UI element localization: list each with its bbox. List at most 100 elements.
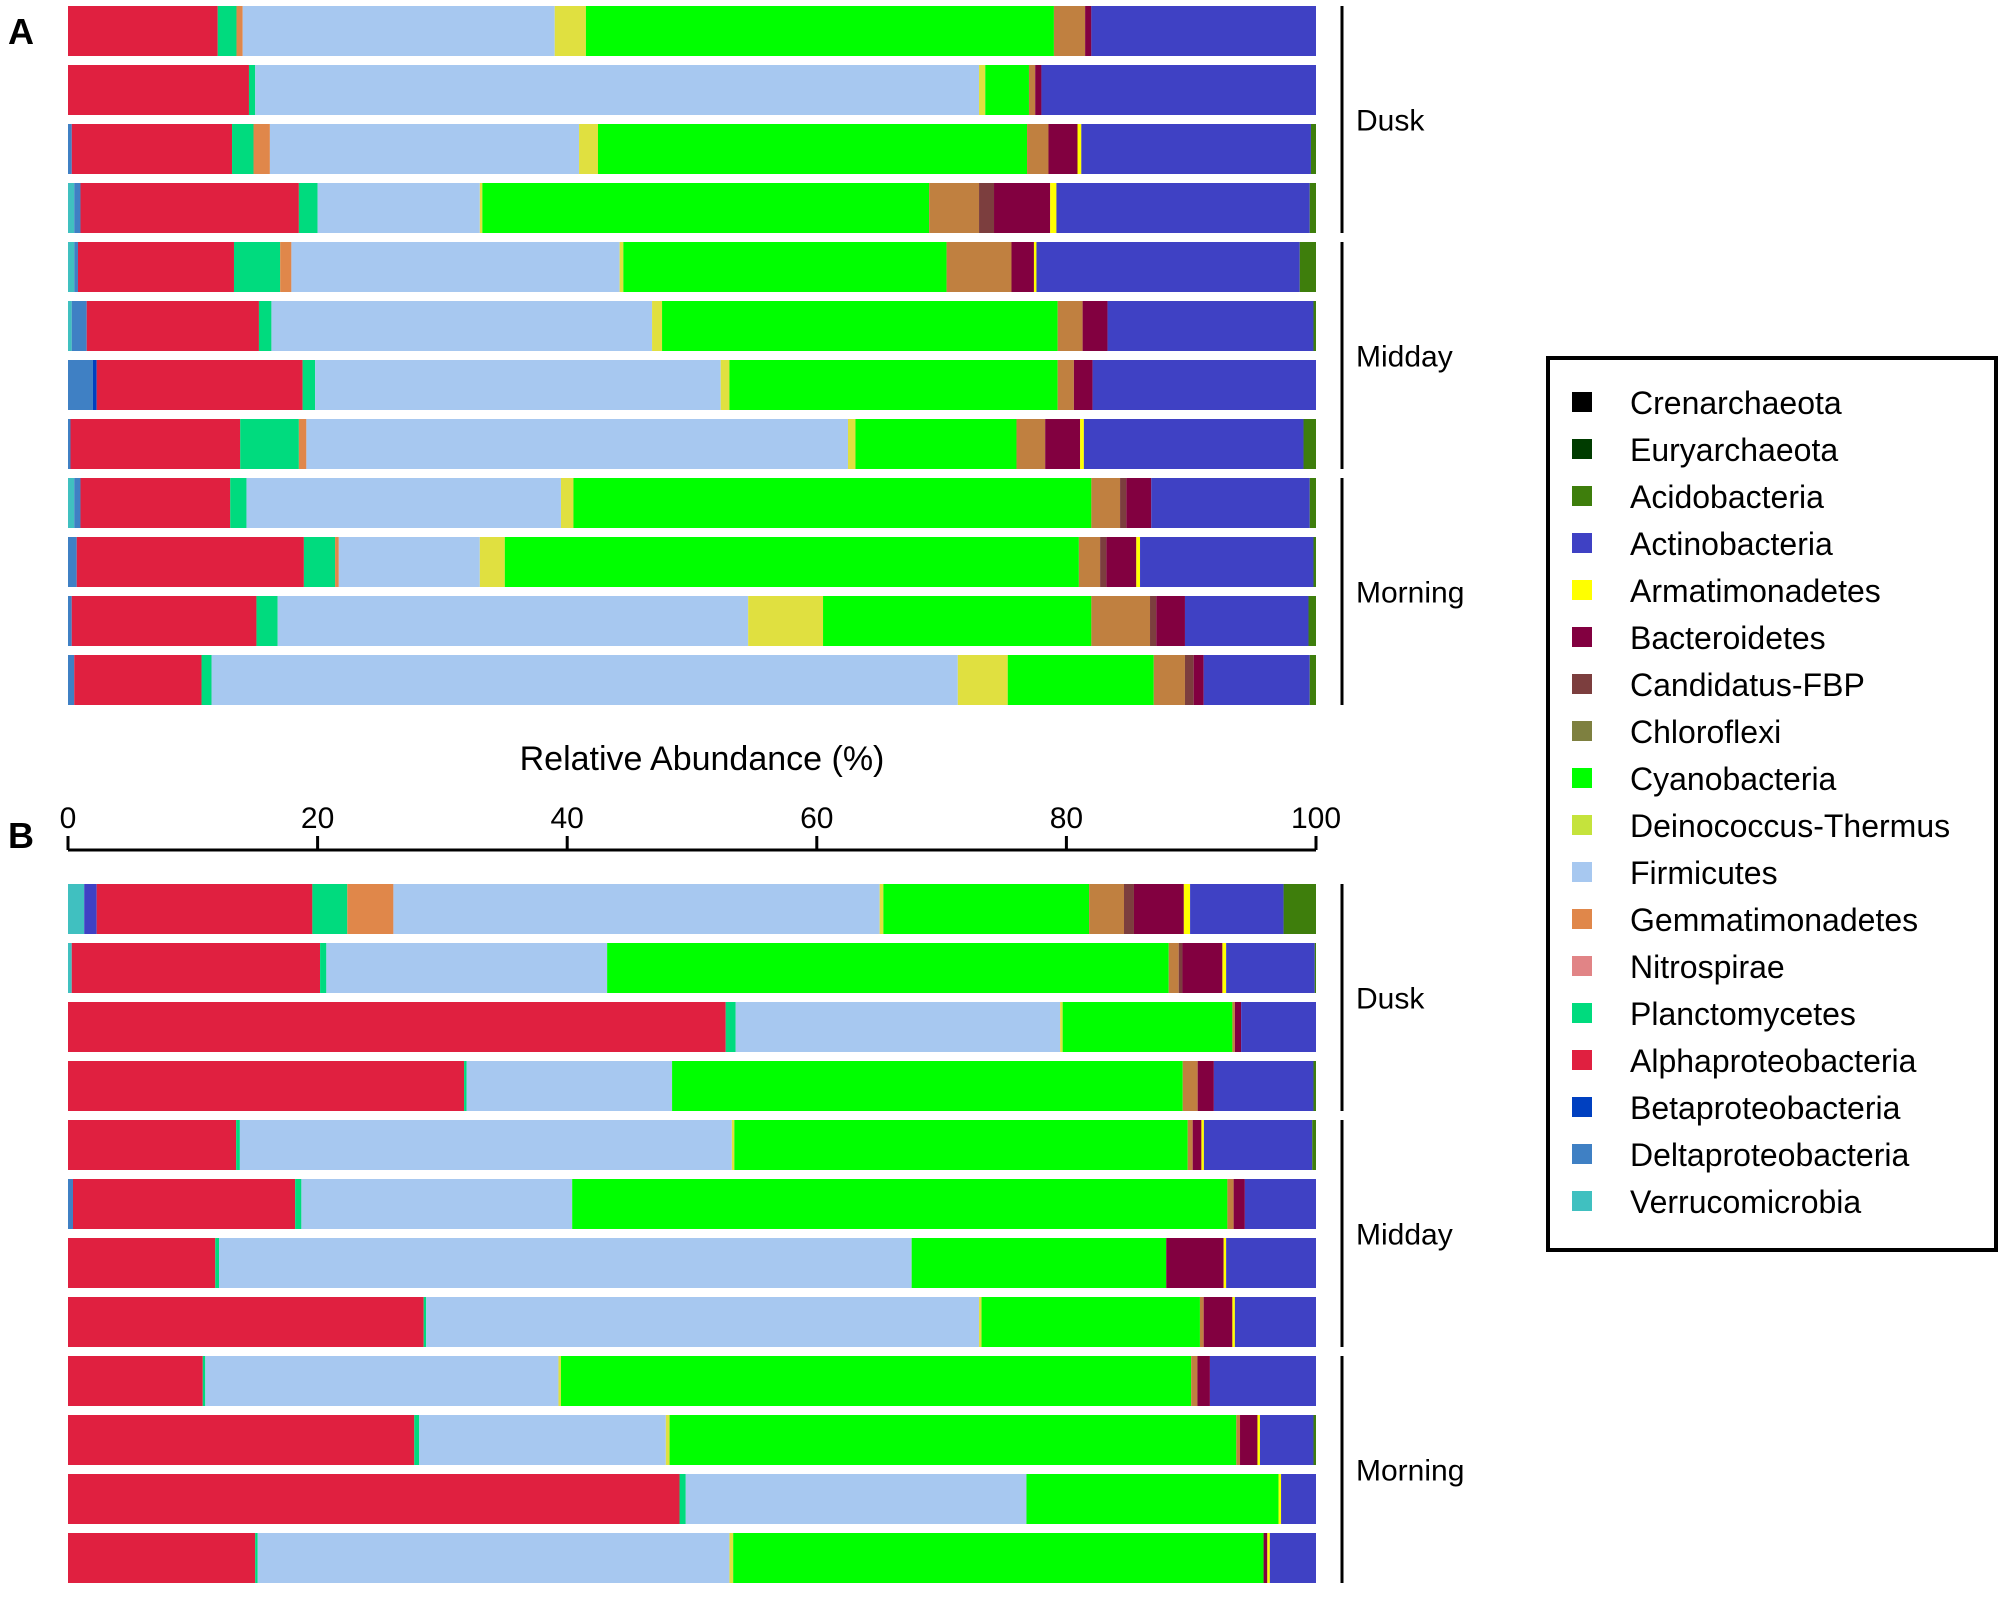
- bar-segment-other: [1191, 1356, 1198, 1406]
- bar-segment-bacteroidetes: [1193, 655, 1204, 705]
- bar-segment-other: [1053, 6, 1086, 56]
- x-tick-label: 80: [1050, 802, 1083, 835]
- bar-segment-deino: [619, 242, 624, 292]
- x-axis-title: Relative Abundance (%): [520, 740, 885, 778]
- bar-segment-cyanobacteria: [623, 242, 947, 292]
- bar-segment-alphaproteobacteria: [71, 596, 257, 646]
- bar-segment-actinobacteria: [1091, 6, 1316, 56]
- bar-segment-bacteroidetes: [1233, 1179, 1245, 1229]
- bar-segment-planctomycetes: [464, 1061, 467, 1111]
- bar-segment-deino: [479, 183, 483, 233]
- bar-segment-deltaproteobacteria: [68, 1179, 73, 1229]
- panel-a: A Dusk Midday Morning: [8, 6, 1464, 705]
- bar-segment-deltaproteobacteria: [74, 242, 78, 292]
- legend-label-crenarchaeota: Crenarchaeota: [1630, 385, 1842, 421]
- legend-label-acidobacteria: Acidobacteria: [1630, 479, 1824, 515]
- bar-segment-bacteroidetes: [1133, 884, 1184, 934]
- bar-segment-alphaproteobacteria: [96, 360, 303, 410]
- bar-segment-other: [946, 242, 1012, 292]
- bar-segment-firmicutes: [317, 183, 480, 233]
- legend-swatch-gemmatimonadetes: [1572, 909, 1592, 929]
- bar-segment-firmicutes: [211, 655, 958, 705]
- legend-label-betaproteobacteria: Betaproteobacteria: [1630, 1090, 1901, 1126]
- legend-label-candidatus-fbp: Candidatus-FBP: [1630, 667, 1865, 703]
- bar-segment-firmicutes: [219, 1238, 912, 1288]
- bar-segment-firmicutes: [269, 124, 580, 174]
- bar-segment-gemmatimonadetes: [298, 419, 307, 469]
- bar-segment-cyanobacteria: [855, 419, 1017, 469]
- bar-segment-bacteroidetes: [1197, 1061, 1214, 1111]
- bar-segment-acidobacteria: [1314, 943, 1316, 993]
- bar-segment-armatimonadetes: [1222, 943, 1227, 993]
- bar-segment-actinobacteria: [1140, 537, 1314, 587]
- legend-swatch-nitrospirae: [1572, 956, 1592, 976]
- bar-segment-alphaproteobacteria: [71, 124, 233, 174]
- bar-segment-actinobacteria: [1203, 655, 1310, 705]
- bar-segment-cyanobacteria: [911, 1238, 1167, 1288]
- bar-segment-acidobacteria: [1313, 1061, 1316, 1111]
- bar-segment-armatimonadetes: [1223, 1238, 1227, 1288]
- bar-segment-bacteroidetes: [1048, 124, 1078, 174]
- bar-segment-verrucomicrobia: [68, 242, 75, 292]
- bar-segment-bacteroidetes: [1203, 1297, 1233, 1347]
- bar-segment-deltaproteobacteria: [68, 419, 71, 469]
- bar-segment-planctomycetes: [423, 1297, 427, 1347]
- bar-segment-cyanobacteria: [1026, 1474, 1279, 1524]
- bar-segment-actinobacteria: [1041, 65, 1316, 115]
- legend-swatch-planctomycetes: [1572, 1003, 1592, 1023]
- bar-segment-planctomycetes: [256, 596, 278, 646]
- bar-segment-armatimonadetes: [1136, 537, 1141, 587]
- legend-swatch-alphaproteobacteria: [1572, 1050, 1592, 1070]
- bar-segment-armatimonadetes: [1257, 1415, 1260, 1465]
- bar-segment-planctomycetes: [232, 124, 254, 174]
- bar-segment-alphaproteobacteria: [68, 1533, 256, 1583]
- bar-segment-alphaproteobacteria: [71, 943, 321, 993]
- bar-segment-other: [1168, 943, 1179, 993]
- bar-segment-candidatus-fbp: [979, 183, 995, 233]
- bar-segment-candidatus-fbp: [1184, 655, 1194, 705]
- legend-swatch-chloroflexi: [1572, 721, 1592, 741]
- legend-label-bacteroidetes: Bacteroidetes: [1630, 620, 1826, 656]
- bar-segment-alphaproteobacteria: [80, 478, 231, 528]
- legend-label-nitrospirae: Nitrospirae: [1630, 949, 1785, 985]
- bar-segment-candidatus-fbp: [1124, 884, 1134, 934]
- bar-segment-planctomycetes: [240, 419, 299, 469]
- bar-segment-acidobacteria: [1313, 1415, 1316, 1465]
- bar-segment-bacteroidetes: [1126, 478, 1152, 528]
- bar-segment-actinobacteria: [1092, 360, 1316, 410]
- panel-letter: A: [8, 11, 34, 52]
- bar-segment-acidobacteria: [1310, 124, 1316, 174]
- bar-segment-armatimonadetes: [1232, 1297, 1235, 1347]
- bar-segment-other: [1187, 1120, 1193, 1170]
- bar-segment-actinobacteria: [1241, 1002, 1316, 1052]
- bar-segment-cyanobacteria: [573, 478, 1092, 528]
- legend-label-armatimonadetes: Armatimonadetes: [1630, 573, 1881, 609]
- bar-segment-verrucomicrobia: [68, 183, 75, 233]
- bar-segment-planctomycetes: [320, 943, 327, 993]
- bar-segment-actinobacteria: [1056, 183, 1310, 233]
- legend-label-planctomycetes: Planctomycetes: [1630, 996, 1856, 1032]
- bar-segment-cyanobacteria: [662, 301, 1058, 351]
- x-tick-label: 20: [301, 802, 334, 835]
- bar-segment-candidatus-fbp: [1178, 943, 1183, 993]
- bar-segment-bacteroidetes: [1011, 242, 1034, 292]
- bar-segment-planctomycetes: [236, 1120, 240, 1170]
- bar-segment-alphaproteobacteria: [72, 1179, 296, 1229]
- bar-segment-firmicutes: [306, 419, 848, 469]
- bar-segment-bacteroidetes: [994, 183, 1051, 233]
- bar-segment-cyanobacteria: [981, 1297, 1200, 1347]
- bar-segment-cyanobacteria: [607, 943, 1169, 993]
- bar-segment-planctomycetes: [295, 1179, 302, 1229]
- bar-segment-deino: [748, 596, 824, 646]
- bar-segment-acidobacteria: [1313, 537, 1316, 587]
- bar-segment-actinobacteria: [1269, 1533, 1316, 1583]
- bar-segment-deltaproteobacteria: [74, 478, 81, 528]
- bar-segment-alphaproteobacteria: [96, 884, 313, 934]
- group-label-midday: Midday: [1356, 1219, 1453, 1252]
- bar-segment-armatimonadetes: [1050, 183, 1057, 233]
- legend-label-euryarchaeota: Euryarchaeota: [1630, 432, 1838, 468]
- bar-segment-firmicutes: [466, 1061, 673, 1111]
- bar-segment-firmicutes: [271, 301, 653, 351]
- bar-segment-bacteroidetes: [1082, 301, 1108, 351]
- bar-segment-alphaproteobacteria: [80, 183, 299, 233]
